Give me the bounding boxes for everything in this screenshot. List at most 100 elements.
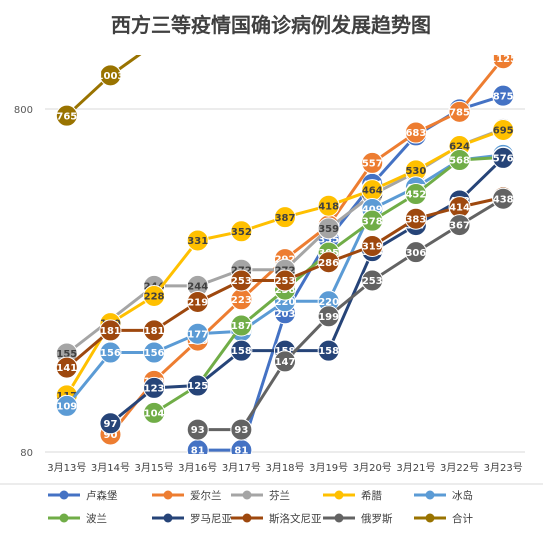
data-label-芬兰: 359 [318,224,339,235]
data-point-希腊 [230,220,253,243]
data-label-罗马尼亚: 123 [144,384,165,395]
x-axis: 3月13号 3月14号 3月15号 3月16号 3月17号 3月18号 3月19号 3月20号… [47,462,522,474]
data-label-希腊: 624 [449,142,470,153]
data-point-罗马尼亚 [186,374,209,397]
data-point-俄罗斯 [230,418,253,441]
data-point-罗马尼亚 [492,146,515,169]
data-point-合计 [99,64,122,87]
data-point-冰岛 [143,341,166,364]
x-tick-label: 3月20号 [353,462,392,474]
data-label-斯洛文尼亚: 253 [231,276,252,287]
legend-marker [163,513,173,523]
x-tick-label: 3月16号 [178,462,217,474]
legend-marker [425,513,435,523]
data-label-俄罗斯: 306 [405,248,426,259]
data-label-斯洛文尼亚: 181 [144,326,165,337]
y-tick-label: 800 [14,105,33,116]
data-label-波兰: 187 [231,321,252,332]
legend-item-合计: 合计 [414,512,473,525]
legend-marker [59,490,69,500]
data-label-冰岛: 156 [100,348,121,359]
data-label-卢森堡: 81 [234,446,248,457]
data-point-波兰 [143,401,166,424]
data-point-罗马尼亚 [230,339,253,362]
legend-label: 爱尔兰 [190,489,222,502]
series-斯洛文尼亚: 141181181219253253286319383414442 [55,186,515,379]
data-label-俄罗斯: 199 [318,312,339,323]
legend-marker [242,513,252,523]
data-point-波兰 [448,149,471,172]
data-label-斯洛文尼亚: 414 [449,203,470,214]
x-tick-label: 3月21号 [396,462,435,474]
data-label-俄罗斯: 438 [493,194,514,205]
legend-marker [334,513,344,523]
legend-marker [163,490,173,500]
data-label-芬兰: 244 [187,281,208,292]
data-point-斯洛文尼亚 [143,319,166,342]
x-tick-label: 3月19号 [309,462,348,474]
data-point-爱尔兰 [492,55,515,70]
data-label-希腊: 418 [318,201,339,212]
data-label-斯洛文尼亚: 181 [100,326,121,337]
data-label-希腊: 228 [144,292,165,303]
legend-label: 冰岛 [452,489,473,502]
legend-item-卢森堡: 卢森堡 [48,489,118,502]
chart-title: 西方三等疫情国确诊病例发展趋势图 [111,13,431,37]
legend-marker [334,490,344,500]
x-tick-label: 3月14号 [91,462,130,474]
data-label-希腊: 352 [231,227,252,238]
legend-item-希腊: 希腊 [323,489,382,502]
data-label-俄罗斯: 93 [191,425,205,436]
legend-item-冰岛: 冰岛 [414,489,473,502]
data-label-俄罗斯: 93 [234,425,248,436]
series-合计: 765 1003 [55,55,142,127]
legend-item-罗马尼亚: 罗马尼亚 [152,513,232,525]
data-point-俄罗斯 [492,187,515,210]
x-tick-label: 3月13号 [47,462,86,474]
legend-item-芬兰: 芬兰 [231,489,290,502]
data-point-芬兰 [317,217,340,240]
legend-label: 波兰 [86,512,107,525]
data-label-罗马尼亚: 125 [187,381,208,392]
legend-item-爱尔兰: 爱尔兰 [152,489,222,502]
legend-label: 卢森堡 [86,489,118,502]
gridlines [45,108,525,453]
data-point-爱尔兰 [448,100,471,123]
data-label-俄罗斯: 253 [362,276,383,287]
data-label-卢森堡: 81 [191,446,205,457]
data-label-波兰: 568 [449,156,470,167]
data-point-斯洛文尼亚 [99,319,122,342]
data-label-爱尔兰: 683 [405,128,426,139]
plot-area: 8181203335484670798875901291692232923665… [55,55,517,457]
data-label-罗马尼亚: 158 [318,346,339,357]
data-point-希腊 [186,229,209,252]
data-label-希腊: 530 [405,166,426,177]
data-label-冰岛: 109 [56,402,77,413]
data-point-希腊 [317,194,340,217]
data-point-斯洛文尼亚 [274,269,296,292]
data-point-卢森堡 [492,84,515,107]
data-label-希腊: 331 [187,236,208,247]
data-label-爱尔兰: 785 [449,107,470,118]
data-label-合计: 765 [56,111,77,122]
legend-marker [242,490,252,500]
data-point-罗马尼亚 [143,376,166,399]
data-label-芬兰: 155 [56,349,77,360]
data-label-波兰: 452 [405,190,426,201]
data-point-斯洛文尼亚 [55,356,78,379]
y-axis: 80 800 [14,105,33,459]
data-label-波兰: 378 [362,216,383,227]
x-tick-label: 3月22号 [440,462,479,474]
data-label-希腊: 695 [493,126,514,137]
data-point-爱尔兰 [361,151,384,174]
y-tick-label: 80 [20,448,33,459]
data-point-冰岛 [99,341,122,364]
data-label-斯洛文尼亚: 141 [56,363,77,374]
series-俄罗斯: 93 93 147 199 253 306 367 438 [186,187,515,441]
data-point-希腊 [492,118,515,141]
data-point-罗马尼亚 [99,412,122,435]
data-point-波兰 [404,183,427,206]
data-point-希腊 [143,284,166,307]
